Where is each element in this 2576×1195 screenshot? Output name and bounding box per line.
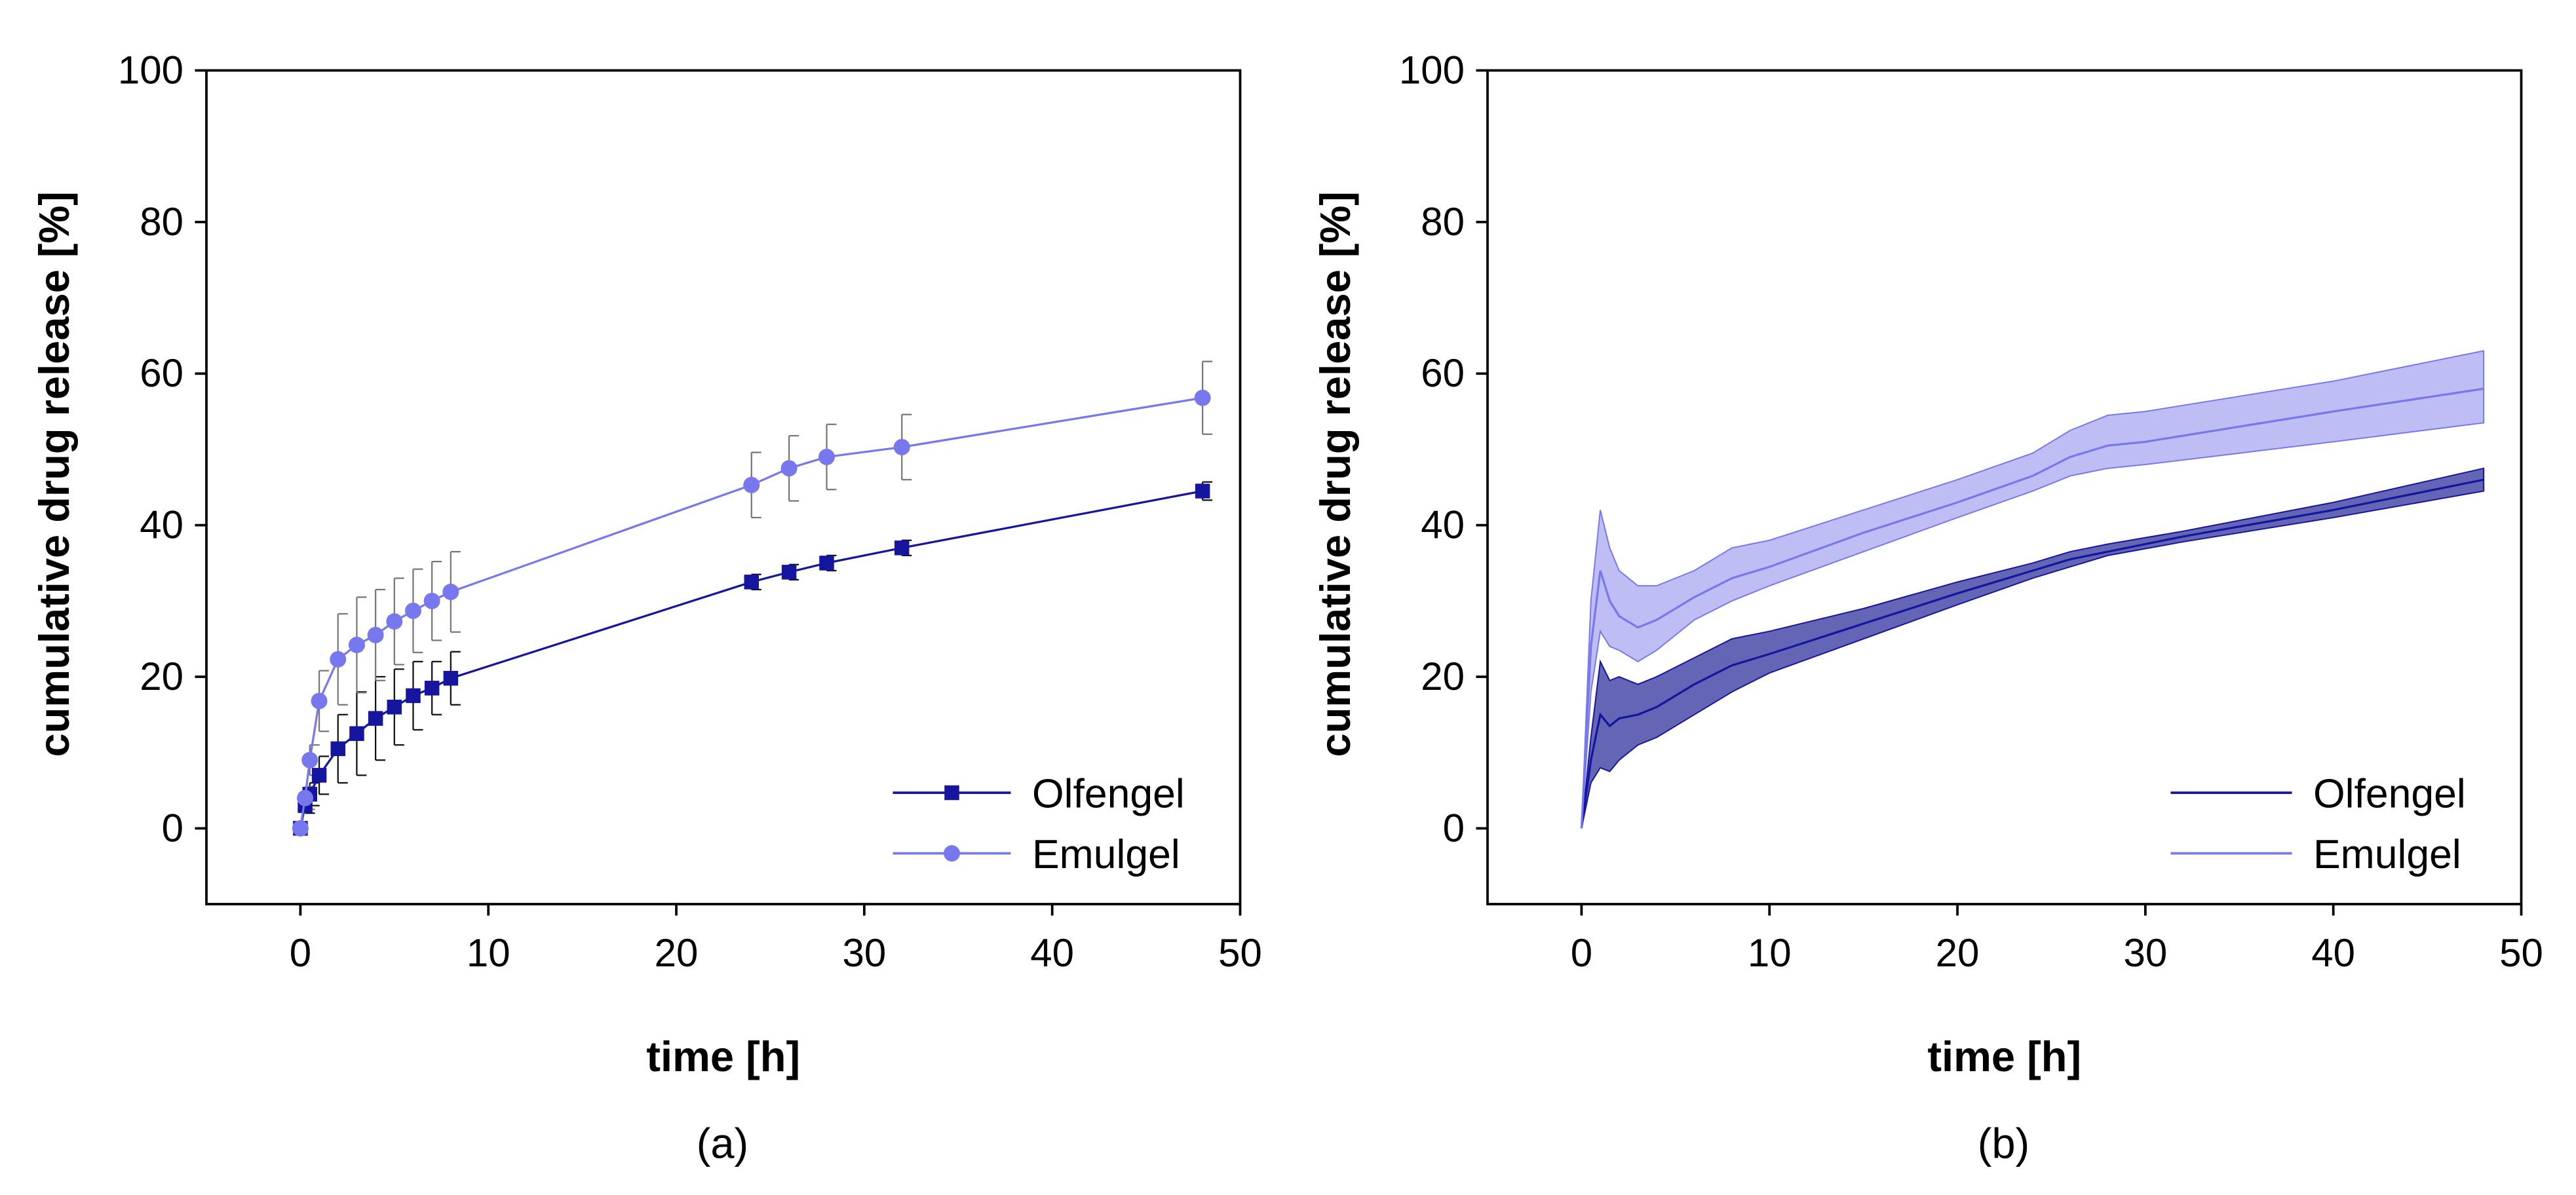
plot-area (292, 360, 1213, 837)
x-tick-label: 30 (2123, 931, 2167, 975)
y-tick-label: 20 (140, 654, 183, 698)
legend-marker-olfengel (944, 785, 959, 801)
y-tick-label: 40 (1421, 503, 1465, 547)
data-point-olfengel (894, 541, 910, 556)
x-tick-label: 10 (467, 931, 510, 975)
data-point-olfengel (368, 711, 383, 726)
series-line-emulgel (1580, 387, 2484, 829)
x-tick-label: 50 (1218, 931, 1262, 975)
data-point-emulgel (743, 476, 760, 493)
x-tick-label: 20 (655, 931, 699, 975)
legend-label-olfengel: Olfengel (1032, 771, 1185, 817)
x-tick-label: 50 (2499, 931, 2543, 975)
legend-label-olfengel: Olfengel (2313, 771, 2466, 817)
x-tick-label: 10 (1748, 931, 1792, 975)
data-point-emulgel (1194, 389, 1211, 406)
plot-frame (1486, 69, 2523, 905)
y-tick-label: 40 (140, 503, 183, 547)
data-point-olfengel (781, 565, 797, 580)
x-axis-title: time [h] (646, 1033, 800, 1080)
data-point-olfengel (744, 575, 759, 590)
data-point-olfengel (311, 768, 327, 783)
data-point-emulgel (818, 448, 835, 465)
data-point-olfengel (387, 699, 402, 715)
legend: Olfengel Emulgel (893, 771, 1185, 877)
y-axis-title: cumulative drug release [%] (30, 191, 78, 757)
y-tick-label: 20 (1421, 654, 1465, 698)
y-tick-label: 60 (140, 351, 183, 395)
panel-caption: (a) (697, 1120, 748, 1167)
data-point-olfengel (443, 671, 459, 686)
panel-scale-group: 0 10 20 30 40 50 0 20 40 60 80 100 time [h] cumulativ… (1311, 48, 2543, 1167)
data-point-emulgel (292, 820, 309, 837)
plot-frame (205, 69, 1242, 905)
series-line-olfengel (1580, 478, 2484, 829)
legend-label-emulgel: Emulgel (2313, 831, 2461, 877)
panel-scale-group: 0 10 20 30 40 50 0 20 40 60 80 100 time [h] cumulativ… (30, 48, 1262, 1167)
panel-caption: (b) (1978, 1120, 2029, 1167)
data-point-emulgel (330, 651, 347, 668)
data-point-emulgel (893, 438, 910, 455)
y-tick-label: 80 (140, 200, 183, 244)
x-tick-label: 40 (1030, 931, 1074, 975)
data-point-emulgel (297, 789, 314, 806)
x-axis-title: time [h] (1927, 1033, 2081, 1080)
data-point-emulgel (405, 602, 421, 619)
y-tick-label: 80 (1421, 200, 1465, 244)
x-tick-label: 0 (290, 931, 311, 975)
confidence-band-emulgel (1581, 350, 2485, 829)
data-point-olfengel (406, 688, 421, 704)
data-point-olfengel (349, 726, 364, 741)
chart-panel-a: 0 10 20 30 40 50 0 20 40 60 80 100 time [h] cumulativ… (30, 48, 1262, 1167)
y-tick-label: 0 (1443, 806, 1465, 850)
x-tick-label: 40 (2311, 931, 2355, 975)
plot-area (1580, 350, 2485, 829)
x-tick-label: 20 (1936, 931, 1980, 975)
legend-label-emulgel: Emulgel (1032, 831, 1180, 877)
y-tick-label: 100 (1399, 48, 1465, 92)
x-tick-label: 30 (842, 931, 886, 975)
data-point-emulgel (367, 626, 384, 643)
chart-panel-b: 0 10 20 30 40 50 0 20 40 60 80 100 time [h] cumulativ… (1311, 48, 2543, 1167)
x-tick-label: 0 (1571, 931, 1592, 975)
data-point-emulgel (311, 692, 328, 710)
series-line-olfengel (299, 489, 1203, 829)
data-point-olfengel (424, 681, 440, 696)
data-point-emulgel (780, 460, 798, 477)
data-point-olfengel (330, 741, 346, 757)
data-point-emulgel (386, 613, 403, 630)
y-tick-label: 60 (1421, 351, 1465, 395)
data-point-emulgel (348, 636, 365, 653)
legend: Olfengel Emulgel (2170, 771, 2466, 877)
series-line-emulgel (299, 396, 1203, 829)
y-tick-label: 100 (118, 48, 183, 92)
data-point-olfengel (819, 556, 834, 571)
data-point-emulgel (423, 592, 440, 609)
data-point-olfengel (1195, 484, 1210, 499)
y-axis-title: cumulative drug release [%] (1311, 191, 1359, 757)
data-point-emulgel (301, 751, 318, 768)
legend-marker-emulgel (944, 845, 960, 862)
y-tick-label: 0 (162, 806, 183, 850)
data-point-emulgel (442, 583, 459, 600)
